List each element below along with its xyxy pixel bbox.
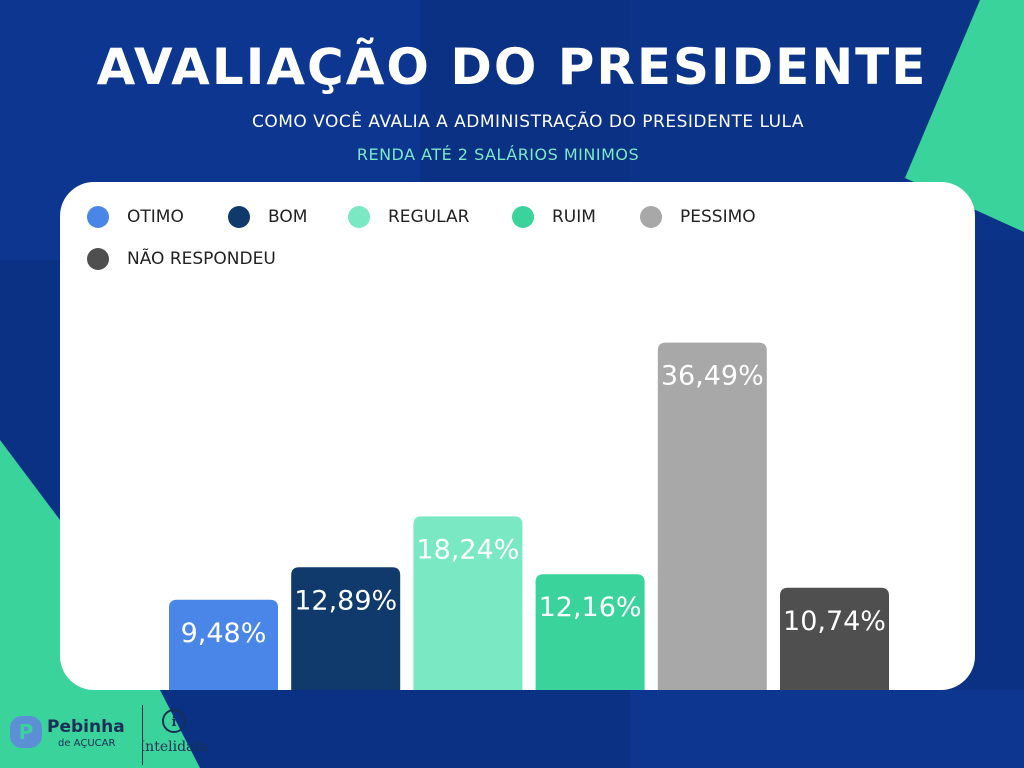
pebinha-logo-text: Pebinha (47, 717, 125, 737)
legend-item-otimo: OTIMO (87, 206, 184, 228)
intelidata-logo: i Intelidata (142, 705, 208, 765)
legend-dot-ruim (512, 206, 534, 228)
bg-block-bottom-right (630, 690, 1024, 768)
bar-nao-respondeu (780, 587, 889, 690)
income-filter-label: RENDA ATÉ 2 SALÁRIOS MINIMOS (356, 145, 640, 164)
pebinha-logo-letter: P (19, 720, 34, 744)
legend-item-ruim: RUIM (512, 206, 596, 228)
data-label-otimo: 9,48% (181, 618, 267, 649)
legend-item-bom: BOM (228, 206, 307, 228)
pebinha-logo: P Pebinha de AÇUCAR (10, 716, 125, 749)
bg-green-triangle-top (905, 0, 1024, 232)
bar-otimo (169, 599, 278, 690)
info-icon-glyph: i (172, 715, 177, 730)
legend-dot-pessimo (640, 206, 662, 228)
legend-label-ruim: RUIM (552, 207, 596, 227)
bar-ruim (535, 574, 645, 690)
page-title: AVALIAÇÃO DO PRESIDENTE (96, 38, 928, 96)
legend-item-nao-respondeu: NÃO RESPONDEU (87, 248, 276, 270)
legend-dot-bom (228, 206, 250, 228)
legend-label-bom: BOM (268, 207, 308, 227)
pebinha-logo-badge (10, 716, 42, 748)
data-label-bom: 12,89% (294, 585, 397, 616)
legend-item-pessimo: PESSIMO (640, 206, 756, 228)
legend-label-otimo: OTIMO (127, 207, 184, 227)
data-label-regular: 18,24% (416, 534, 519, 565)
legend-label-nao-respondeu: NÃO RESPONDEU (127, 249, 276, 269)
bar-chart: 9,48% 12,89% 18,24% 12,16% 36,49% 10,74% (169, 342, 889, 690)
legend-dot-otimo (87, 206, 109, 228)
legend-dot-regular (348, 206, 370, 228)
page-subtitle: COMO VOCÊ AVALIA A ADMINISTRAÇÃO DO PRES… (251, 112, 805, 132)
legend-dot-nao-respondeu (87, 248, 109, 270)
info-icon (162, 709, 186, 733)
pebinha-logo-subtext: de AÇUCAR (58, 738, 115, 749)
legend-label-pessimo: PESSIMO (680, 207, 756, 227)
data-label-ruim: 12,16% (539, 592, 642, 623)
legend-item-regular: REGULAR (348, 206, 469, 228)
bar-pessimo (657, 342, 767, 690)
intelidata-logo-text: Intelidata (142, 739, 208, 755)
legend-label-regular: REGULAR (388, 207, 470, 227)
chart-card: OTIMO BOM REGULAR RUIM PESSIMO NÃO RESPO… (60, 182, 975, 690)
data-label-pessimo: 36,49% (661, 361, 764, 392)
bar-bom (291, 567, 401, 690)
data-label-nao-respondeu: 10,74% (783, 606, 886, 637)
bar-regular (413, 516, 523, 690)
